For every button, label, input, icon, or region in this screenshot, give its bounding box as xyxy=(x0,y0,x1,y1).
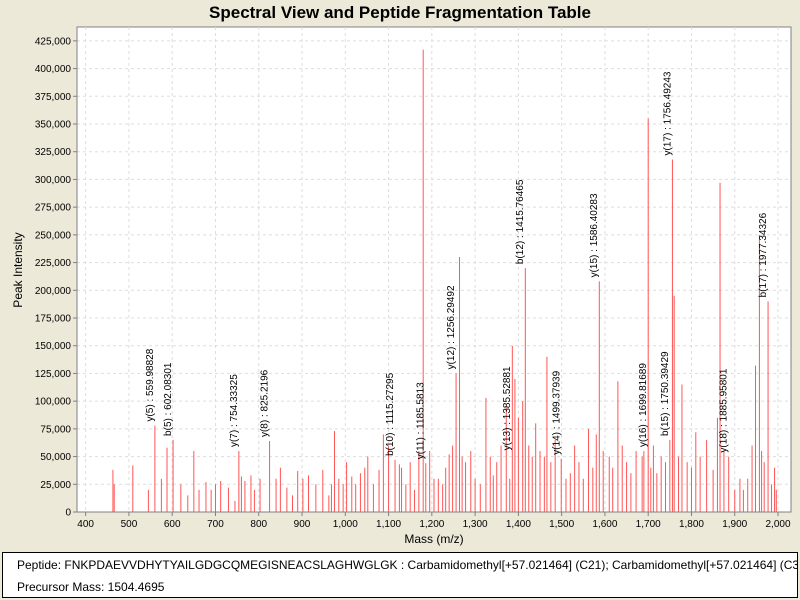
x-tick-label: 800 xyxy=(250,519,267,530)
y-tick-label: 375,000 xyxy=(35,92,72,103)
peptide-info-panel: Peptide: FNKPDAEVVDHYTYAILGDGCQMEGISNEAC… xyxy=(2,552,798,598)
x-tick-label: 1,300 xyxy=(463,519,488,530)
x-tick-label: 900 xyxy=(294,519,311,530)
y-tick-label: 425,000 xyxy=(35,36,72,47)
y-tick-label: 275,000 xyxy=(35,203,72,214)
x-tick-label: 1,600 xyxy=(592,519,617,530)
y-tick-label: 125,000 xyxy=(35,369,72,380)
x-tick-label: 1,700 xyxy=(636,519,661,530)
x-tick-label: 1,800 xyxy=(679,519,704,530)
x-tick-label: 1,400 xyxy=(506,519,531,530)
peak-annotation-label: y(8) : 825.2196 xyxy=(260,369,271,437)
x-tick-label: 500 xyxy=(121,519,138,530)
y-tick-label: 225,000 xyxy=(35,258,72,269)
y-tick-label: 200,000 xyxy=(35,286,72,297)
x-tick-label: 1,900 xyxy=(722,519,747,530)
y-tick-label: 400,000 xyxy=(35,64,72,75)
peak-annotation-label: b(5) : 602.08301 xyxy=(163,362,174,436)
peak-annotation-label: y(18) : 1885.95801 xyxy=(719,368,730,452)
axes: 400 500 600 700 800 900 1,000 1,100 1,200 1,300 1,… xyxy=(35,27,791,530)
peak-annotation-label: b(15) : 1750.39429 xyxy=(660,351,671,436)
peak-annotation-label: b(12) : 1415.76465 xyxy=(515,179,526,264)
y-tick-label: 250,000 xyxy=(35,230,72,241)
peak-annotation-label: y(14) : 1499.37939 xyxy=(551,370,562,454)
precursor-mass-text: Precursor Mass: 1504.4695 xyxy=(17,580,165,594)
peak-annotations: y(5) : 559.98828 b(5) : 602.08301 y(7) : 7… xyxy=(145,71,769,459)
y-tick-label: 350,000 xyxy=(35,120,72,131)
peak-annotation-label: y(12) : 1256.29492 xyxy=(446,285,457,369)
x-tick-label: 2,000 xyxy=(766,519,791,530)
peak-annotation-label: y(15) : 1586.40283 xyxy=(589,193,600,277)
peak-bars xyxy=(112,49,777,512)
y-tick-label: 100,000 xyxy=(35,397,72,408)
peptide-text: Peptide: FNKPDAEVVDHYTYAILGDGCQMEGISNEAC… xyxy=(17,558,798,572)
chart-title: Spectral View and Peptide Fragmentation … xyxy=(209,3,591,22)
peak-annotation-label: b(10) : 1115.27295 xyxy=(385,372,396,455)
peak-annotation-label: y(11) : 1185.5813 xyxy=(416,382,427,459)
peak-annotation-label: y(5) : 559.98828 xyxy=(145,348,156,421)
y-tick-label: 300,000 xyxy=(35,175,72,186)
x-tick-label: 400 xyxy=(77,519,94,530)
x-axis-label: Mass (m/z) xyxy=(404,532,463,546)
y-tick-label: 175,000 xyxy=(35,314,72,325)
y-tick-label: 0 xyxy=(65,508,71,519)
y-tick-label: 150,000 xyxy=(35,341,72,352)
plot-area xyxy=(76,26,792,513)
x-tick-label: 600 xyxy=(164,519,181,530)
peak-annotation-label: y(17) : 1756.49243 xyxy=(663,71,674,155)
x-tick-label: 1,000 xyxy=(333,519,358,530)
peak-annotation-label: y(16) : 1699.81689 xyxy=(638,363,649,447)
x-tick-label: 1,500 xyxy=(549,519,574,530)
x-tick-label: 1,200 xyxy=(419,519,444,530)
peak-annotation-label: y(13) : 1385.52881 xyxy=(502,366,513,450)
x-tick-label: 700 xyxy=(207,519,224,530)
y-tick-label: 25,000 xyxy=(40,480,71,491)
y-axis-label: Peak Intensity xyxy=(11,232,25,307)
peak-annotation-label: y(7) : 754.33325 xyxy=(229,374,240,447)
y-tick-label: 50,000 xyxy=(40,452,71,463)
y-tick-label: 75,000 xyxy=(40,424,71,435)
x-tick-label: 1,100 xyxy=(376,519,401,530)
spectrum-chart: y(5) : 559.98828 b(5) : 602.08301 y(7) : 7… xyxy=(11,26,792,546)
y-tick-label: 325,000 xyxy=(35,147,72,158)
peak-annotation-label: b(17) : 1977.34326 xyxy=(758,212,769,297)
